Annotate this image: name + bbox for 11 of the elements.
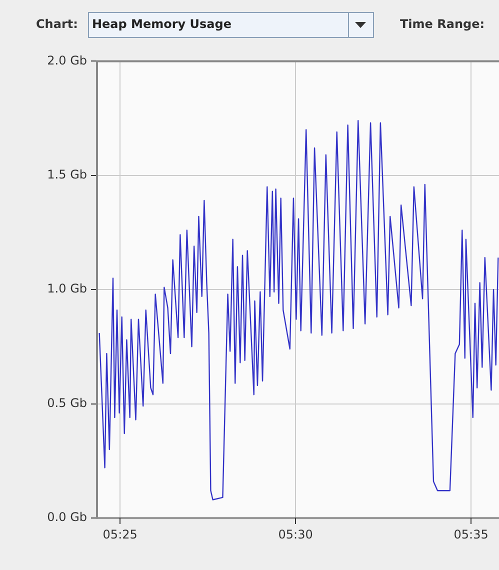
y-tick-label: 1.5 Gb	[47, 168, 87, 182]
text: Time Range:	[400, 17, 485, 31]
y-tick-label: 2.0 Gb	[47, 53, 87, 68]
y-tick-label: 0.0 Gb	[47, 510, 87, 524]
x-tick-label: 05:25	[102, 527, 138, 542]
y-tick-label: 1.0 Gb	[47, 282, 87, 296]
text: Chart:	[36, 17, 78, 31]
y-tick-label: 0.5 Gb	[47, 396, 87, 410]
x-tick-label: 05:30	[278, 527, 313, 542]
chart-title: Heap Memory Usage	[92, 17, 232, 31]
x-tick-label: 05:35	[454, 527, 488, 542]
